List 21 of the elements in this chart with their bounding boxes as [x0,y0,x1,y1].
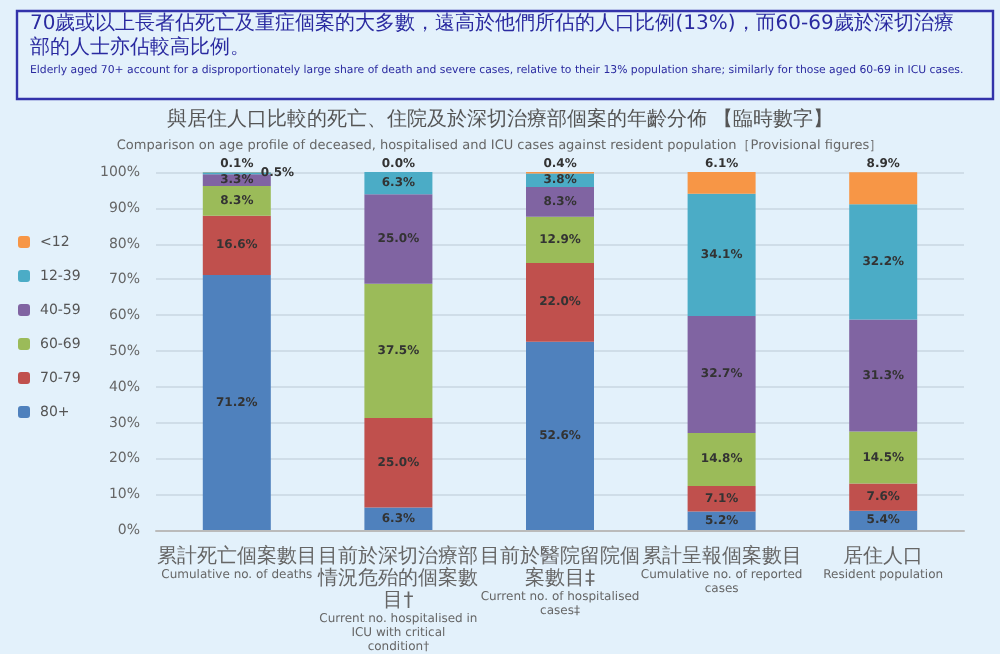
bar [202,185,271,216]
bar [687,432,756,486]
bar [364,417,433,508]
bar [364,283,433,418]
text: 70歲或以上長者佔死亡及重症個案的大多數，遠高於他們所佔的人口比例(13%)，而60-69歲於深切治療部的人士亦佔較高比例。 [30,11,954,59]
bar [687,193,756,316]
bar [202,275,271,530]
chart-title: 與居住人口比較的死亡、住院及於深切治療部個案的年齡分佈 【臨時數字】 [166,107,834,131]
bar [526,341,594,530]
bar [849,483,918,511]
bar [202,215,271,276]
bar [526,216,594,263]
bar [526,187,594,217]
bar [849,319,918,432]
bar [849,431,918,484]
bar [364,194,433,284]
bar [526,262,594,342]
bar [849,204,918,320]
bar [849,172,918,205]
bar [687,172,756,194]
bar [687,315,756,433]
